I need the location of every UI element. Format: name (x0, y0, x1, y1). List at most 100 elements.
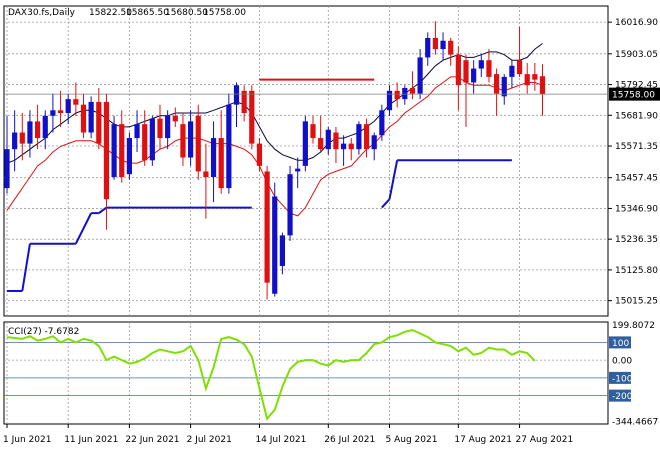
x-tick-label-2: 22 Jun 2021 (125, 435, 179, 445)
cci-tick-label-4: -200 (612, 392, 633, 402)
candle-body-30 (233, 85, 240, 105)
level-segment-9 (388, 160, 399, 200)
cci-tick-label-5: -344.4667 (612, 418, 658, 428)
ohlc-open: 15822.50 (89, 8, 132, 18)
level-segment-5 (98, 206, 108, 214)
candle-body-9 (73, 99, 79, 105)
x-tick-label-0: 1 Jun 2021 (3, 435, 51, 445)
candle-body-54 (417, 57, 423, 94)
candle-body-51 (394, 90, 400, 100)
x-tick-label-7: 17 Aug 2021 (454, 435, 512, 445)
candle-body-57 (440, 40, 446, 50)
x-tick-label-5: 26 Jul 2021 (324, 435, 375, 445)
candle-body-26 (203, 171, 209, 177)
price-panel-frame (3, 5, 609, 317)
candle-body-42 (325, 129, 331, 150)
price-tick-label-2: 15792.45 (615, 81, 658, 91)
indicator-header: CCI(27) -7.6782 (8, 327, 79, 337)
x-tick-label-1: 11 Jun 2021 (64, 435, 118, 445)
candle-body-50 (386, 90, 393, 111)
candle-body-16 (126, 138, 132, 175)
candle-body-55 (425, 37, 431, 58)
candle-body-5 (42, 115, 48, 139)
cci-tag-bg-3 (609, 371, 631, 384)
candle-body-18 (142, 124, 148, 161)
candle-body-35 (272, 196, 278, 294)
candle-body-4 (35, 121, 41, 139)
level-segment-1 (21, 243, 31, 292)
candle-body-41 (318, 138, 324, 150)
candle-body-8 (65, 99, 71, 114)
candle-body-62 (478, 60, 484, 69)
candle-body-46 (356, 124, 362, 150)
candle-body-63 (486, 60, 492, 77)
price-tick-label-6: 15346.90 (615, 204, 658, 214)
candle-body-45 (348, 143, 354, 150)
candle-body-36 (279, 235, 285, 266)
price-tick-label-0: 16016.90 (615, 18, 658, 28)
x-tick-label-3: 2 Jul 2021 (187, 435, 232, 445)
candle-body-52 (402, 88, 408, 100)
candle-body-33 (256, 143, 263, 166)
x-tick-label-6: 5 Aug 2021 (386, 435, 438, 445)
price-tick-label-5: 15457.45 (615, 174, 658, 184)
price-tick-label-4: 15571.35 (615, 142, 658, 152)
candle-body-13 (103, 101, 110, 200)
price-tick-label-8: 15125.80 (615, 266, 658, 276)
candle-body-47 (363, 124, 370, 150)
candle-body-22 (172, 115, 178, 122)
candle-body-68 (524, 74, 530, 86)
indicator-panel-frame (3, 321, 609, 425)
cci-tick-label-2: 0.00 (612, 357, 632, 367)
candle-body-29 (226, 104, 232, 189)
candle-body-53 (409, 88, 416, 94)
cci-line (6, 328, 536, 421)
candle-body-0 (4, 149, 10, 189)
candle-body-7 (57, 110, 64, 114)
candle-body-61 (471, 68, 477, 83)
cci-tag-bg-1 (609, 336, 631, 349)
symbol-header: DAX30.fs,Daily (8, 8, 76, 18)
candle-body-27 (210, 138, 217, 177)
candle-body-6 (50, 110, 56, 116)
cci-tick-label-1: 100 (612, 339, 629, 349)
cci-tag-bg-4 (609, 389, 631, 402)
candle-body-38 (295, 168, 301, 172)
candle-body-39 (302, 121, 308, 166)
candle-body-40 (310, 124, 316, 139)
candle-body-43 (333, 132, 339, 150)
candle-body-2 (19, 132, 25, 144)
level-segment-8 (381, 198, 391, 209)
cci-tick-label-0: 199.8072 (612, 321, 655, 331)
price-tick-label-7: 15236.35 (615, 235, 658, 245)
candle-body-25 (195, 115, 201, 172)
candle-body-10 (80, 104, 87, 133)
candle-body-3 (27, 121, 33, 144)
ohlc-close: 15758.00 (203, 8, 246, 18)
candle-body-37 (287, 174, 293, 236)
candle-body-20 (157, 118, 163, 139)
price-tick-label-9: 15015.25 (615, 297, 658, 307)
candle-body-48 (371, 135, 377, 150)
candle-body-65 (501, 76, 507, 97)
candle-body-69 (532, 74, 538, 80)
candle-body-14 (111, 124, 117, 177)
x-tick-label-4: 14 Jul 2021 (255, 435, 306, 445)
candle-body-44 (341, 143, 347, 150)
ohlc-high: 15865.50 (126, 8, 169, 18)
cci-tick-label-3: -100 (612, 374, 633, 384)
candle-body-56 (432, 37, 438, 50)
candle-body-1 (12, 132, 18, 150)
candle-body-32 (249, 90, 255, 144)
candle-body-67 (516, 60, 523, 75)
candle-body-17 (134, 124, 140, 139)
candle-body-19 (149, 118, 155, 161)
candle-body-58 (448, 40, 454, 55)
candle-body-24 (188, 121, 194, 158)
candle-body-23 (180, 124, 186, 158)
candle-body-11 (88, 101, 94, 133)
ohlc-low: 15680.50 (165, 8, 208, 18)
candle-body-21 (165, 115, 171, 139)
